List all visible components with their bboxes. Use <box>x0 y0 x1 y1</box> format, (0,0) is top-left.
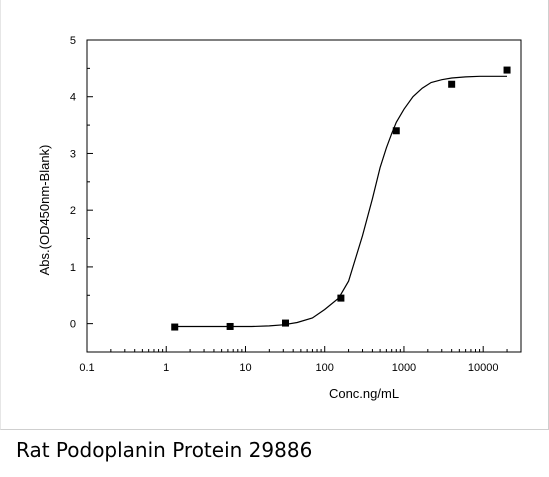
fit-curve-layer <box>174 75 507 328</box>
x-axis-title: Conc.ng/mL <box>329 386 399 401</box>
x-tick-label: 10 <box>239 362 251 374</box>
x-tick-label: 10000 <box>468 362 499 374</box>
data-point <box>503 66 511 74</box>
chart-frame: 0.1 1 10 100 1000 10000 0 1 2 3 4 5 Conc.ng/mL Abs.… <box>0 0 549 430</box>
fit-curve <box>174 75 507 328</box>
x-tick-label: 1 <box>163 362 169 374</box>
data-point <box>282 319 290 327</box>
data-point <box>448 80 456 88</box>
y-tick-label: 2 <box>70 205 76 217</box>
plot-frame <box>86 39 522 353</box>
y-tick-label: 4 <box>70 92 76 104</box>
data-point <box>171 323 179 331</box>
data-point <box>226 322 234 330</box>
y-tick-label: 1 <box>70 262 76 274</box>
figure-caption: Rat Podoplanin Protein 29886 <box>16 438 313 462</box>
x-tick-label: 100 <box>316 362 334 374</box>
data-point <box>337 294 345 302</box>
axes: 0.1 1 10 100 1000 10000 0 1 2 3 4 5 <box>70 35 522 374</box>
chart: 0.1 1 10 100 1000 10000 0 1 2 3 4 5 Conc.ng/mL Abs.… <box>37 35 522 401</box>
data-point <box>392 127 400 135</box>
x-tick-label: 1000 <box>392 362 416 374</box>
y-tick-label: 5 <box>70 35 76 47</box>
data-points-layer <box>171 66 511 331</box>
y-tick-label: 0 <box>70 319 76 331</box>
x-tick-label: 0.1 <box>79 362 94 374</box>
y-axis-title: Abs.(OD450nm-Blank) <box>37 145 52 276</box>
y-tick-label: 3 <box>70 148 76 160</box>
